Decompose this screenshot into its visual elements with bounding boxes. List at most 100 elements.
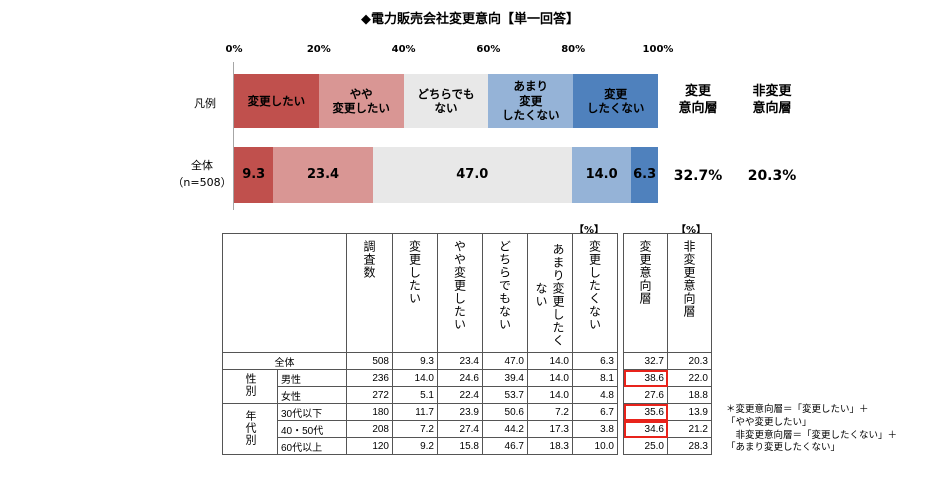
table-header-row: 調査数 変更したい やや変更したい どちらでもない あまり変更したくない 変更し… — [222, 233, 712, 353]
x-tick-label: 40% — [391, 44, 416, 55]
table-cell: 7.2 — [392, 420, 438, 438]
table-cell: 14.0 — [392, 369, 438, 387]
table-cell: 272 — [346, 386, 393, 404]
legend-item: 変更 したくない — [573, 74, 658, 128]
table-cell: 18.3 — [527, 437, 573, 455]
table-cell: 32.7 — [623, 352, 668, 370]
bar-segment: 47.0 — [372, 147, 572, 203]
table-cell: 15.8 — [437, 437, 483, 455]
table-cell: 8.1 — [572, 369, 618, 387]
col-header: どちらでもない — [482, 233, 528, 353]
legend-row-label: 凡例 — [194, 97, 216, 110]
bar-value-label: 23.4 — [306, 166, 340, 182]
table-cell: 6.7 — [572, 403, 618, 421]
table-cell: 14.0 — [527, 386, 573, 404]
row-group-label: 性別 — [222, 369, 278, 404]
table-cell: 22.4 — [437, 386, 483, 404]
col-header: 変更意向層 — [623, 233, 668, 353]
footnote: ＊変更意向層＝「変更したい」＋ 「やや変更したい」 非変更意向層＝「変更したくな… — [726, 404, 898, 454]
row-label: 全体 — [222, 352, 347, 370]
table-cell: 17.3 — [527, 420, 573, 438]
legend-item: 変更したい — [234, 74, 319, 128]
summary-value-change: 32.7% — [673, 168, 723, 184]
y-axis-line — [233, 62, 234, 210]
table-cell: 18.8 — [667, 386, 712, 404]
legend-item: あまり 変更 したくない — [488, 74, 574, 128]
table-cell: 39.4 — [482, 369, 528, 387]
table-cell: 14.0 — [527, 352, 573, 370]
table-cell: 27.6 — [623, 386, 668, 404]
table-cell: 208 — [346, 420, 393, 438]
bar-value-label: 47.0 — [456, 166, 489, 182]
table-cell: 180 — [346, 403, 393, 421]
table-row: 女性 272 5.1 22.4 53.7 14.0 4.8 27.6 18.8 — [223, 386, 712, 404]
table-cell: 35.6 — [623, 403, 668, 421]
table-cell: 14.0 — [527, 369, 573, 387]
pct-mark-right: 【%】 — [676, 225, 707, 236]
table-row: 60代以上 120 9.2 15.8 46.7 18.3 10.0 25.0 28.3 — [223, 437, 712, 455]
table-corner — [222, 233, 347, 353]
table-cell: 24.6 — [437, 369, 483, 387]
bar-value-label: 9.3 — [242, 166, 266, 182]
table-cell: 21.2 — [667, 420, 712, 438]
table-cell: 236 — [346, 369, 393, 387]
table-cell: 11.7 — [392, 403, 438, 421]
overall-row-label: 全体 （n=508） — [172, 159, 232, 189]
col-header: 調査数 — [346, 233, 393, 353]
x-tick-label: 80% — [561, 44, 586, 55]
table-cell: 7.2 — [527, 403, 573, 421]
bar-value-label: 14.0 — [585, 166, 618, 182]
table-cell: 5.1 — [392, 386, 438, 404]
summary-header-nochange: 非変更 意向層 — [752, 84, 792, 116]
table-cell: 508 — [346, 352, 393, 370]
bar-segment: 6.3 — [631, 147, 658, 203]
table-cell: 53.7 — [482, 386, 528, 404]
col-header: 非変更意向層 — [667, 233, 712, 353]
table-cell: 47.0 — [482, 352, 528, 370]
col-header: あまり変更したくない — [527, 233, 573, 353]
x-tick-label: 100% — [642, 44, 674, 55]
row-label: 女性 — [277, 386, 347, 404]
table-row: 年代別 30代以下 180 11.7 23.9 50.6 7.2 6.7 35.6 13.9 — [222, 403, 712, 455]
table-cell: 120 — [346, 437, 393, 455]
chart-title: ◆電力販売会社変更意向【単一回答】 — [361, 12, 579, 27]
table-cell: 50.6 — [482, 403, 528, 421]
row-label: 30代以下 — [277, 403, 347, 421]
x-tick-label: 0% — [225, 44, 243, 55]
table-row: 40・50代 208 7.2 27.4 44.2 17.3 3.8 34.6 21.2 — [223, 420, 712, 438]
table-cell: 13.9 — [667, 403, 712, 421]
bar-segment: 23.4 — [273, 147, 373, 203]
table-cell: 10.0 — [572, 437, 618, 455]
row-label: 男性 — [277, 369, 347, 387]
table-cell: 20.3 — [667, 352, 712, 370]
col-header: 変更したくない — [572, 233, 618, 353]
table-cell: 46.7 — [482, 437, 528, 455]
table-cell: 27.4 — [437, 420, 483, 438]
row-label: 60代以上 — [277, 437, 347, 455]
row-group-label: 年代別 — [222, 403, 278, 455]
table-cell: 6.3 — [572, 352, 618, 370]
table-cell: 23.4 — [437, 352, 483, 370]
table-cell: 23.9 — [437, 403, 483, 421]
table-cell: 9.2 — [392, 437, 438, 455]
summary-header-change: 変更 意向層 — [678, 84, 718, 116]
table-cell: 28.3 — [667, 437, 712, 455]
table-cell: 38.6 — [623, 369, 668, 387]
data-table: 調査数 変更したい やや変更したい どちらでもない あまり変更したくない 変更し… — [222, 233, 712, 455]
pct-mark-left: 【%】 — [574, 225, 605, 236]
bar-segment: 9.3 — [234, 147, 274, 203]
col-header: 変更したい — [392, 233, 438, 353]
table-cell: 34.6 — [623, 420, 668, 438]
legend-item: どちらでも ない — [403, 74, 489, 128]
table-cell: 25.0 — [623, 437, 668, 455]
table-row: 全体 508 9.3 23.4 47.0 14.0 6.3 32.7 20.3 — [222, 352, 712, 370]
bar-value-label: 6.3 — [633, 166, 657, 182]
table-cell: 44.2 — [482, 420, 528, 438]
bar-segment: 14.0 — [571, 147, 632, 203]
table-cell: 4.8 — [572, 386, 618, 404]
table-cell: 3.8 — [572, 420, 618, 438]
x-tick-label: 60% — [476, 44, 501, 55]
table-row: 性別 男性 236 14.0 24.6 39.4 14.0 8.1 38.6 22.0 — [222, 369, 712, 404]
x-tick-label: 20% — [306, 44, 331, 55]
legend-item: やや 変更したい — [318, 74, 404, 128]
